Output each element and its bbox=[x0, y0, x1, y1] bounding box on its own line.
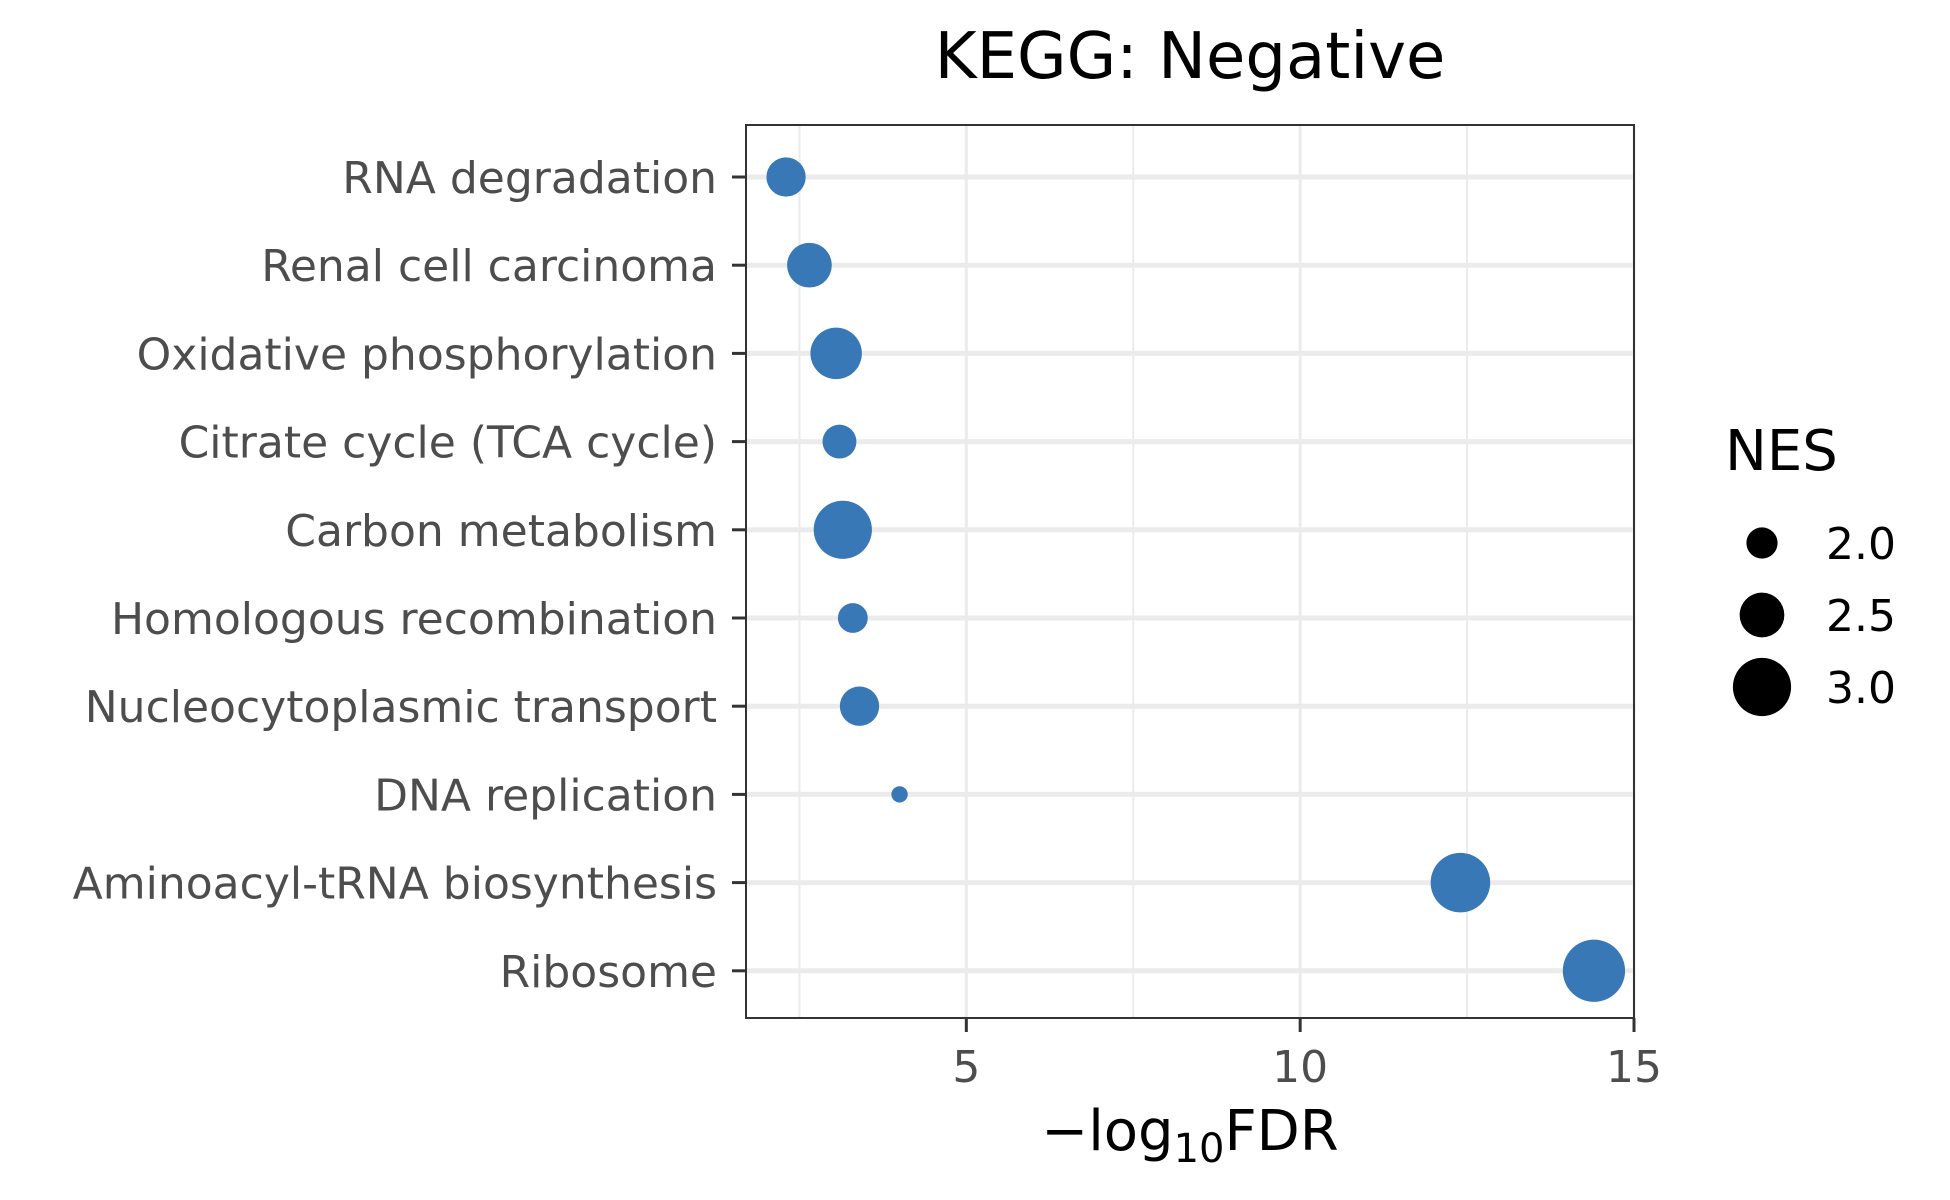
legend-items: 2.0 2.5 3.0 bbox=[1732, 519, 1896, 717]
grid bbox=[746, 125, 1636, 1018]
category-label: Renal cell carcinoma bbox=[261, 241, 717, 292]
data-point bbox=[891, 786, 908, 803]
data-point bbox=[787, 242, 832, 288]
legend-title: NES bbox=[1725, 419, 1838, 484]
legend-key-circle bbox=[1746, 527, 1778, 559]
legend-label: 2.0 bbox=[1826, 519, 1896, 570]
data-point bbox=[837, 603, 868, 633]
category-label: Carbon metabolism bbox=[285, 506, 717, 557]
x-tick-label: 5 bbox=[952, 1042, 980, 1093]
data-point bbox=[839, 686, 880, 726]
category-label: Aminoacyl-tRNA biosynthesis bbox=[73, 859, 717, 910]
x-axis-title: −log10FDR bbox=[1041, 1099, 1338, 1172]
x-tick-label: 10 bbox=[1272, 1042, 1328, 1093]
data-point bbox=[766, 157, 806, 197]
chart-title: KEGG: Negative bbox=[935, 20, 1446, 94]
data-points bbox=[766, 157, 1626, 1002]
category-labels: RNA degradation Renal cell carcinoma Oxida… bbox=[73, 153, 746, 998]
category-label: Citrate cycle (TCA cycle) bbox=[179, 418, 717, 469]
legend-key-circle bbox=[1732, 657, 1792, 717]
category-label: Ribosome bbox=[500, 947, 717, 998]
legend: NES 2.0 2.5 3.0 bbox=[1725, 419, 1896, 717]
data-point bbox=[810, 327, 862, 380]
category-label: Oxidative phosphorylation bbox=[137, 329, 717, 380]
data-point bbox=[1430, 852, 1491, 913]
category-label: Nucleocytoplasmic transport bbox=[85, 682, 717, 733]
data-point bbox=[822, 424, 857, 459]
x-axis-title-prefix: −log bbox=[1041, 1099, 1173, 1164]
legend-label: 2.5 bbox=[1826, 591, 1896, 642]
category-label: RNA degradation bbox=[342, 153, 717, 204]
category-label: DNA replication bbox=[374, 770, 717, 821]
data-point bbox=[1562, 939, 1626, 1002]
x-tick-labels: 5 10 15 bbox=[952, 1018, 1662, 1093]
data-point bbox=[813, 500, 872, 559]
legend-label: 3.0 bbox=[1826, 663, 1896, 714]
x-axis-title-suffix: FDR bbox=[1224, 1099, 1338, 1164]
panel-border bbox=[745, 124, 1635, 1019]
x-tick-label: 15 bbox=[1606, 1042, 1662, 1093]
category-label: Homologous recombination bbox=[111, 594, 717, 645]
x-axis-title-subscript: 10 bbox=[1174, 1126, 1225, 1172]
legend-key-circle bbox=[1739, 592, 1785, 638]
